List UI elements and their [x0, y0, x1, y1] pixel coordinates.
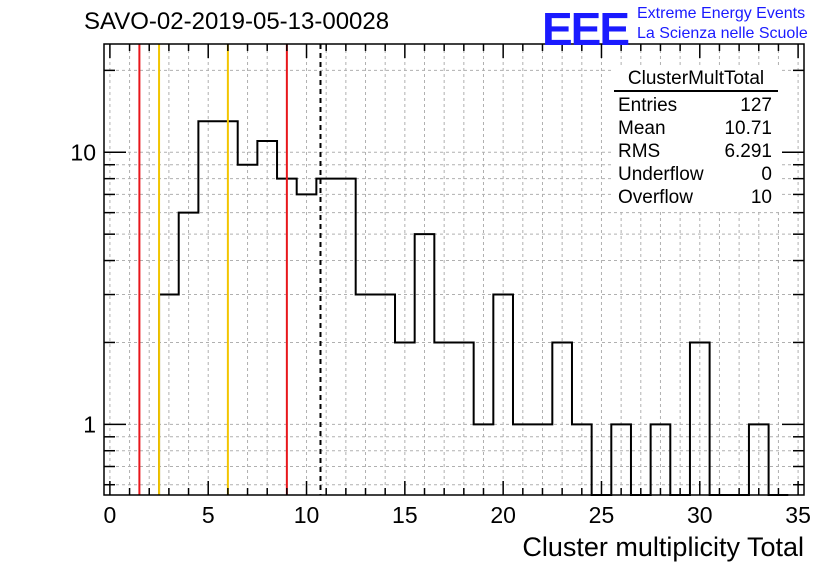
logo-line-1: Extreme Energy Events: [637, 5, 806, 22]
y-axis-ticks: 1 10: [70, 69, 804, 486]
x-axis-label: Cluster multiplicity Total: [522, 532, 804, 562]
x-tick-label: 5: [202, 502, 215, 528]
x-tick-label: 20: [490, 502, 516, 528]
stats-label: Underflow: [618, 164, 704, 185]
x-tick-label: 15: [392, 502, 418, 528]
x-tick-label: 0: [104, 502, 117, 528]
marker-lines: [138, 44, 322, 495]
stats-value: 10: [750, 187, 772, 208]
stats-label: Entries: [618, 95, 678, 116]
stats-value: 10.71: [724, 118, 772, 139]
stats-title: ClusterMultTotal: [627, 68, 765, 89]
stats-row: Entries 127: [612, 94, 780, 117]
logo-line-2: La Scienza nelle Scuole: [637, 25, 808, 42]
stats-label: Mean: [618, 118, 666, 139]
x-tick-label: 25: [589, 502, 615, 528]
logo-text: Extreme Energy Events La Scienza nelle S…: [637, 4, 808, 44]
y-tick-label: 1: [83, 411, 96, 437]
stats-row: RMS 6.291: [612, 140, 780, 163]
stats-value: 127: [740, 95, 772, 116]
stats-row: Overflow 10: [612, 186, 780, 209]
stats-divider: [614, 90, 778, 92]
y-tick-label: 10: [70, 139, 96, 165]
eee-logo: EEE: [542, 3, 630, 55]
stats-box: ClusterMultTotal Entries 127 Mean 10.71 …: [612, 68, 780, 210]
stats-row: Mean 10.71: [612, 117, 780, 140]
stats-row: Underflow 0: [612, 163, 780, 186]
plot-frame: [103, 43, 805, 496]
x-axis-ticks: 0 5 10 15 20 25 30 35: [104, 44, 811, 528]
stats-value: 0: [761, 164, 772, 185]
x-tick-label: 10: [294, 502, 320, 528]
x-tick-label: 30: [687, 502, 713, 528]
chart-title: SAVO-02-2019-05-13-00028: [84, 8, 390, 35]
x-tick-label: 35: [785, 502, 811, 528]
stats-label: RMS: [618, 141, 661, 162]
stats-label: Overflow: [618, 187, 693, 208]
stats-value: 6.291: [724, 141, 772, 162]
